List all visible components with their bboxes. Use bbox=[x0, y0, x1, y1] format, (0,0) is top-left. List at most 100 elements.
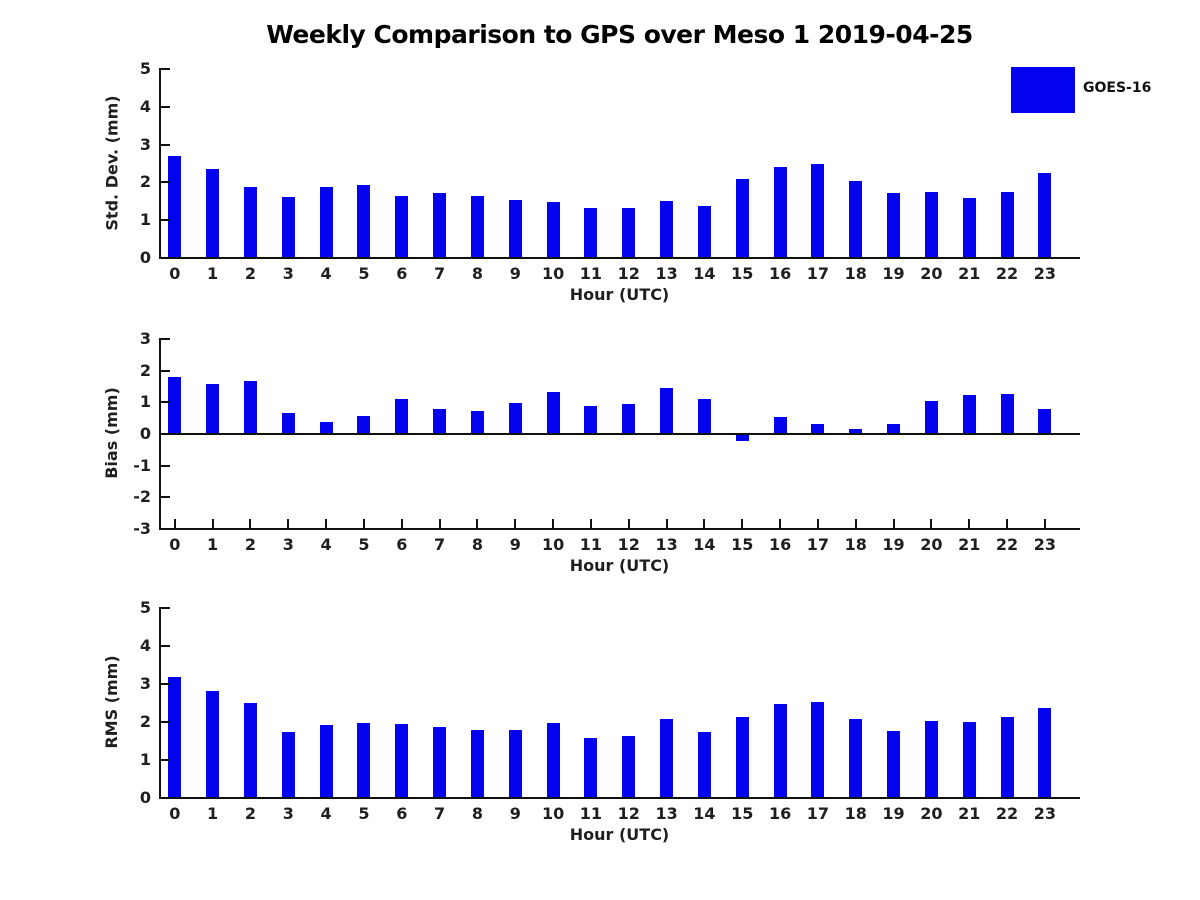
x-tick-bias-13 bbox=[665, 519, 668, 528]
bar-rms-hour-4 bbox=[319, 724, 333, 797]
y-tick-stddev-1 bbox=[161, 219, 170, 222]
x-tick-bias-20 bbox=[930, 519, 933, 528]
x-tick-label-rms-3: 3 bbox=[282, 804, 294, 823]
y-tick-label-rms-5: 5 bbox=[139, 598, 151, 617]
x-tick-label-rms-12: 12 bbox=[617, 804, 640, 823]
x-tick-label-bias-17: 17 bbox=[806, 535, 830, 554]
bar-stddev-hour-10 bbox=[546, 201, 560, 257]
x-tick-label-stddev-2: 2 bbox=[244, 264, 257, 283]
x-axis-label-stddev: Hour (UTC) bbox=[569, 285, 670, 304]
bar-bias-hour-22 bbox=[1000, 394, 1014, 433]
bar-rms-hour-12 bbox=[622, 735, 636, 797]
x-tick-label-rms-20: 20 bbox=[920, 804, 943, 823]
bar-rms-hour-8 bbox=[470, 729, 484, 797]
bar-rms-hour-7 bbox=[433, 726, 447, 797]
bar-bias-hour-0 bbox=[168, 377, 182, 433]
y-tick-label-bias--1: -1 bbox=[133, 455, 151, 475]
bar-rms-hour-14 bbox=[697, 731, 711, 797]
bar-bias-hour-17 bbox=[811, 423, 825, 433]
x-tick-label-rms-15: 15 bbox=[731, 804, 754, 823]
y-tick-bias-1 bbox=[161, 401, 170, 404]
y-tick-bias-2 bbox=[161, 369, 170, 372]
x-tick-label-rms-5: 5 bbox=[358, 804, 370, 823]
x-tick-bias-0 bbox=[173, 519, 176, 528]
x-tick-label-stddev-21: 21 bbox=[958, 264, 981, 283]
y-tick-label-stddev-0: 0 bbox=[139, 248, 151, 267]
x-tick-label-stddev-13: 13 bbox=[655, 264, 678, 283]
x-tick-label-bias-14: 14 bbox=[693, 535, 716, 554]
y-tick-bias-3 bbox=[161, 338, 170, 340]
x-tick-bias-9 bbox=[514, 519, 517, 528]
y-tick-bias--2 bbox=[161, 496, 170, 499]
x-tick-bias-4 bbox=[325, 519, 328, 528]
y-tick-rms-3 bbox=[161, 683, 170, 685]
x-tick-label-stddev-12: 12 bbox=[617, 264, 640, 283]
x-tick-label-bias-0: 0 bbox=[169, 535, 181, 554]
y-tick-label-bias--2: -2 bbox=[133, 487, 151, 507]
y-tick-label-bias-3: 3 bbox=[139, 329, 151, 348]
bar-stddev-hour-23 bbox=[1038, 173, 1052, 257]
y-tick-stddev-4 bbox=[161, 105, 170, 108]
bar-stddev-hour-16 bbox=[773, 166, 787, 257]
bar-rms-hour-22 bbox=[1000, 717, 1014, 797]
x-tick-label-rms-2: 2 bbox=[244, 804, 257, 823]
bar-bias-hour-1 bbox=[206, 383, 220, 433]
x-tick-label-rms-0: 0 bbox=[169, 804, 181, 823]
bar-bias-hour-8 bbox=[470, 410, 484, 433]
x-tick-label-stddev-5: 5 bbox=[358, 264, 370, 283]
bar-stddev-hour-19 bbox=[887, 193, 901, 257]
bar-rms-hour-2 bbox=[243, 703, 257, 797]
y-tick-label-bias--3: -3 bbox=[133, 519, 151, 538]
y-tick-rms-4 bbox=[161, 645, 170, 647]
bar-rms-hour-6 bbox=[395, 723, 409, 797]
y-axis-label-bias: Bias (mm) bbox=[102, 387, 121, 479]
y-tick-stddev-0 bbox=[161, 257, 170, 259]
x-tick-label-bias-12: 12 bbox=[617, 535, 640, 554]
bar-rms-hour-9 bbox=[508, 729, 522, 797]
x-tick-label-rms-10: 10 bbox=[541, 804, 565, 823]
x-tick-label-rms-9: 9 bbox=[509, 804, 521, 823]
bar-rms-hour-13 bbox=[660, 718, 674, 797]
bar-bias-hour-7 bbox=[433, 409, 447, 433]
x-tick-bias-8 bbox=[476, 519, 479, 528]
x-tick-label-stddev-10: 10 bbox=[541, 264, 565, 283]
bar-bias-hour-12 bbox=[622, 403, 636, 433]
x-tick-label-bias-4: 4 bbox=[320, 535, 332, 554]
x-tick-label-rms-1: 1 bbox=[207, 804, 219, 823]
x-axis-spine-stddev bbox=[159, 257, 1080, 259]
x-tick-bias-6 bbox=[400, 519, 403, 528]
bar-stddev-hour-22 bbox=[1000, 191, 1014, 257]
x-tick-bias-5 bbox=[362, 519, 365, 528]
x-tick-label-bias-23: 23 bbox=[1033, 535, 1056, 554]
y-tick-rms-5 bbox=[161, 607, 170, 609]
bar-rms-hour-18 bbox=[849, 718, 863, 797]
x-tick-bias-23 bbox=[1043, 519, 1046, 528]
bar-stddev-hour-0 bbox=[168, 156, 182, 257]
bar-bias-hour-4 bbox=[319, 421, 333, 433]
x-axis-label-bias: Hour (UTC) bbox=[569, 556, 670, 575]
y-axis-spine-rms bbox=[159, 607, 161, 799]
x-tick-label-rms-19: 19 bbox=[882, 804, 905, 823]
bar-bias-hour-6 bbox=[395, 398, 409, 433]
x-tick-label-bias-19: 19 bbox=[882, 535, 905, 554]
y-tick-bias-0 bbox=[161, 433, 170, 435]
x-tick-label-stddev-17: 17 bbox=[806, 264, 830, 283]
bar-stddev-hour-6 bbox=[395, 196, 409, 257]
y-tick-label-rms-3: 3 bbox=[139, 674, 151, 693]
bar-stddev-hour-14 bbox=[697, 206, 711, 257]
x-tick-label-stddev-15: 15 bbox=[731, 264, 754, 283]
y-axis-label-stddev: Std. Dev. (mm) bbox=[102, 94, 121, 231]
bar-rms-hour-11 bbox=[584, 737, 598, 797]
x-tick-label-bias-5: 5 bbox=[358, 535, 370, 554]
x-tick-bias-16 bbox=[779, 519, 782, 528]
zero-line-bias bbox=[159, 433, 1080, 435]
x-tick-label-rms-22: 22 bbox=[995, 804, 1019, 823]
x-tick-bias-18 bbox=[854, 519, 857, 528]
bar-stddev-hour-20 bbox=[924, 191, 938, 257]
legend-label: GOES-16 bbox=[1083, 80, 1152, 96]
x-tick-bias-19 bbox=[892, 519, 895, 528]
bar-bias-hour-21 bbox=[962, 395, 976, 433]
bar-bias-hour-3 bbox=[281, 413, 295, 433]
x-tick-label-rms-17: 17 bbox=[806, 804, 830, 823]
x-tick-label-stddev-19: 19 bbox=[882, 264, 905, 283]
